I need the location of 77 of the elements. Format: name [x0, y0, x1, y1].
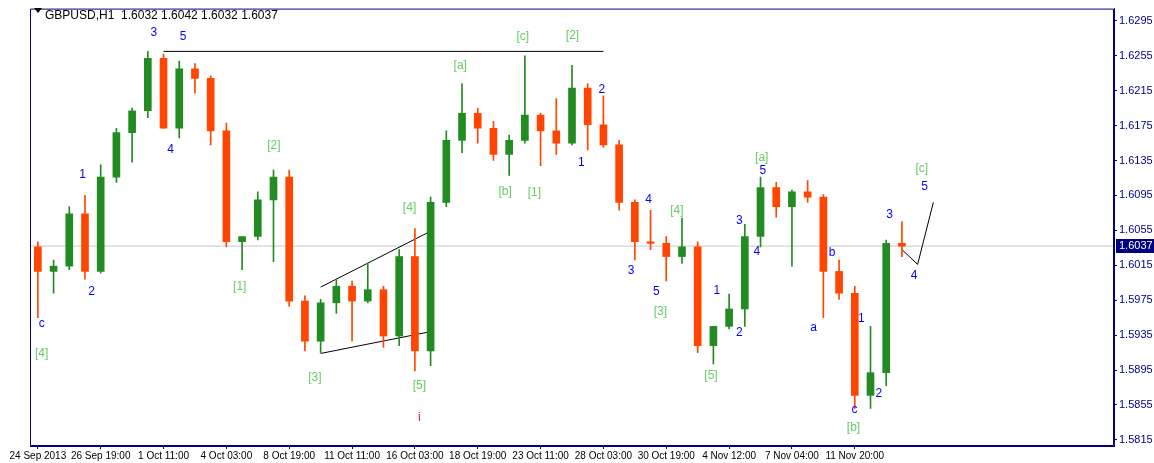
y-tick-label: 1.5815: [1119, 432, 1153, 445]
annotation: [c]: [915, 161, 929, 176]
annotation: 4: [167, 142, 175, 157]
x-tick-label: 16 Oct 03:00: [386, 449, 444, 461]
y-tick-label: 1.5975: [1119, 293, 1153, 306]
annotation: 2: [875, 385, 883, 400]
annotation: 1: [577, 155, 585, 170]
x-tick-label: 23 Oct 11:00: [512, 449, 570, 461]
annotation: 2: [88, 283, 96, 298]
x-tick-label: 30 Oct 19:00: [637, 449, 696, 461]
candlestick: [898, 221, 906, 257]
annotation: 5: [759, 163, 767, 178]
candlestick: [678, 217, 686, 264]
annotation: 3: [886, 206, 894, 221]
annotation: b: [828, 245, 836, 260]
y-tick-label: 1.6175: [1119, 118, 1153, 131]
y-tick-label: 1.6015: [1119, 258, 1153, 271]
candlestick: [238, 236, 246, 270]
annotation: [a]: [755, 150, 769, 165]
y-tick-label: 1.6055: [1119, 223, 1153, 236]
candlestick: [788, 189, 796, 267]
annotation: 4: [910, 268, 918, 283]
annotation: [4]: [670, 202, 684, 217]
y-tick-label: 1.6255: [1119, 48, 1153, 61]
annotation: 1: [857, 310, 865, 325]
candlestick: [348, 280, 356, 342]
annotation: [1]: [233, 278, 247, 293]
annotation: 3: [150, 24, 158, 39]
annotation: [b]: [846, 420, 861, 435]
annotation: [2]: [267, 138, 281, 153]
x-tick-label: 4 Oct 03:00: [200, 449, 253, 461]
annotation: [3]: [653, 303, 667, 318]
x-tick-label: 26 Sep 19:00: [70, 449, 131, 461]
y-tick-label: 1.6215: [1119, 83, 1153, 96]
annotation: 3: [627, 263, 635, 278]
x-tick-label: 7 Nov 04:00: [764, 449, 820, 461]
annotation: i: [417, 409, 421, 424]
annotation: [4]: [35, 346, 49, 361]
x-tick-label: 24 Sep 2013: [9, 449, 67, 461]
candlestick: [552, 98, 561, 155]
annotation: [5]: [412, 377, 426, 392]
chart-title: GBPUSD,H1 1.6032 1.6042 1.6032 1.6037: [45, 7, 279, 22]
annotation: 5: [921, 179, 929, 194]
annotation: [c]: [516, 28, 530, 43]
x-tick-label: 11 Oct 11:00: [324, 449, 381, 461]
annotation: 3: [735, 212, 743, 227]
annotation: 4: [753, 244, 761, 259]
y-tick-label: 1.6295: [1119, 13, 1153, 26]
annotation: [2]: [565, 27, 580, 42]
annotation: 5: [179, 28, 187, 43]
x-tick-label: 28 Oct 03:00: [574, 449, 633, 461]
annotation: 4: [645, 191, 653, 206]
annotation: [5]: [704, 368, 718, 383]
annotation: 1: [713, 282, 721, 297]
annotation: [1]: [527, 184, 542, 199]
annotation: 5: [653, 283, 661, 298]
x-tick-label: 11 Nov 20:00: [825, 449, 885, 461]
y-tick-label: 1.5855: [1119, 398, 1153, 410]
annotation: 2: [598, 82, 606, 97]
y-tick-label: 1.5895: [1119, 363, 1153, 376]
y-tick-label: 1.6135: [1119, 153, 1153, 166]
x-tick-label: 8 Oct 19:00: [263, 449, 316, 461]
annotation: c: [851, 401, 858, 416]
x-tick-label: 4 Nov 12:00: [702, 449, 757, 461]
x-tick-label: 18 Oct 19:00: [449, 449, 507, 461]
annotation: c: [38, 315, 45, 330]
annotation: [4]: [402, 199, 417, 214]
annotation: 1: [79, 167, 87, 182]
annotation: [a]: [453, 58, 467, 73]
ref-line-label: 1.6037: [1119, 239, 1153, 252]
y-tick-label: 1.6095: [1119, 188, 1153, 201]
annotation: [b]: [498, 183, 512, 198]
x-tick-label: 1 Oct 11:00: [138, 449, 190, 461]
annotation: [3]: [308, 370, 322, 385]
annotation: a: [810, 319, 818, 334]
annotation: 2: [735, 324, 743, 339]
y-tick-label: 1.5935: [1119, 328, 1153, 341]
